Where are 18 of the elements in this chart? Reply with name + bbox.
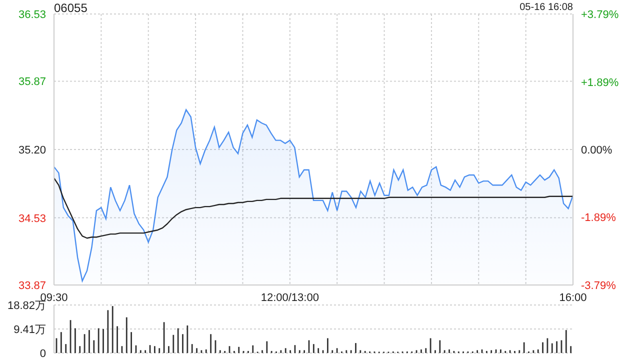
y2-tick-label: -1.89% (581, 212, 616, 224)
y-tick-label: 35.20 (18, 144, 46, 156)
y-tick-label: 34.53 (18, 212, 46, 225)
y2-tick-label: +1.89% (581, 76, 619, 89)
text: 05-16 16:08 (520, 2, 573, 13)
line-series (54, 177, 573, 239)
y2-tick-label: +3.79% (581, 9, 619, 21)
chart-title: 06055 (54, 1, 88, 15)
y-tick-label: 36.53 (18, 9, 46, 21)
y2-tick-label: 0.00% (581, 144, 612, 156)
y-tick-label: 0 (40, 348, 46, 360)
y2-tick-label: -3.79% (581, 280, 616, 292)
y-tick-label: 33.87 (18, 280, 46, 292)
x-tick-label: 16:00 (559, 292, 587, 304)
y-tick-label: 35.87 (18, 76, 46, 88)
y-tick-label: 18.82万 (7, 300, 46, 312)
y-tick-label: 9.41万 (14, 324, 46, 336)
x-tick-label: 12:00/13:00 (260, 292, 319, 304)
